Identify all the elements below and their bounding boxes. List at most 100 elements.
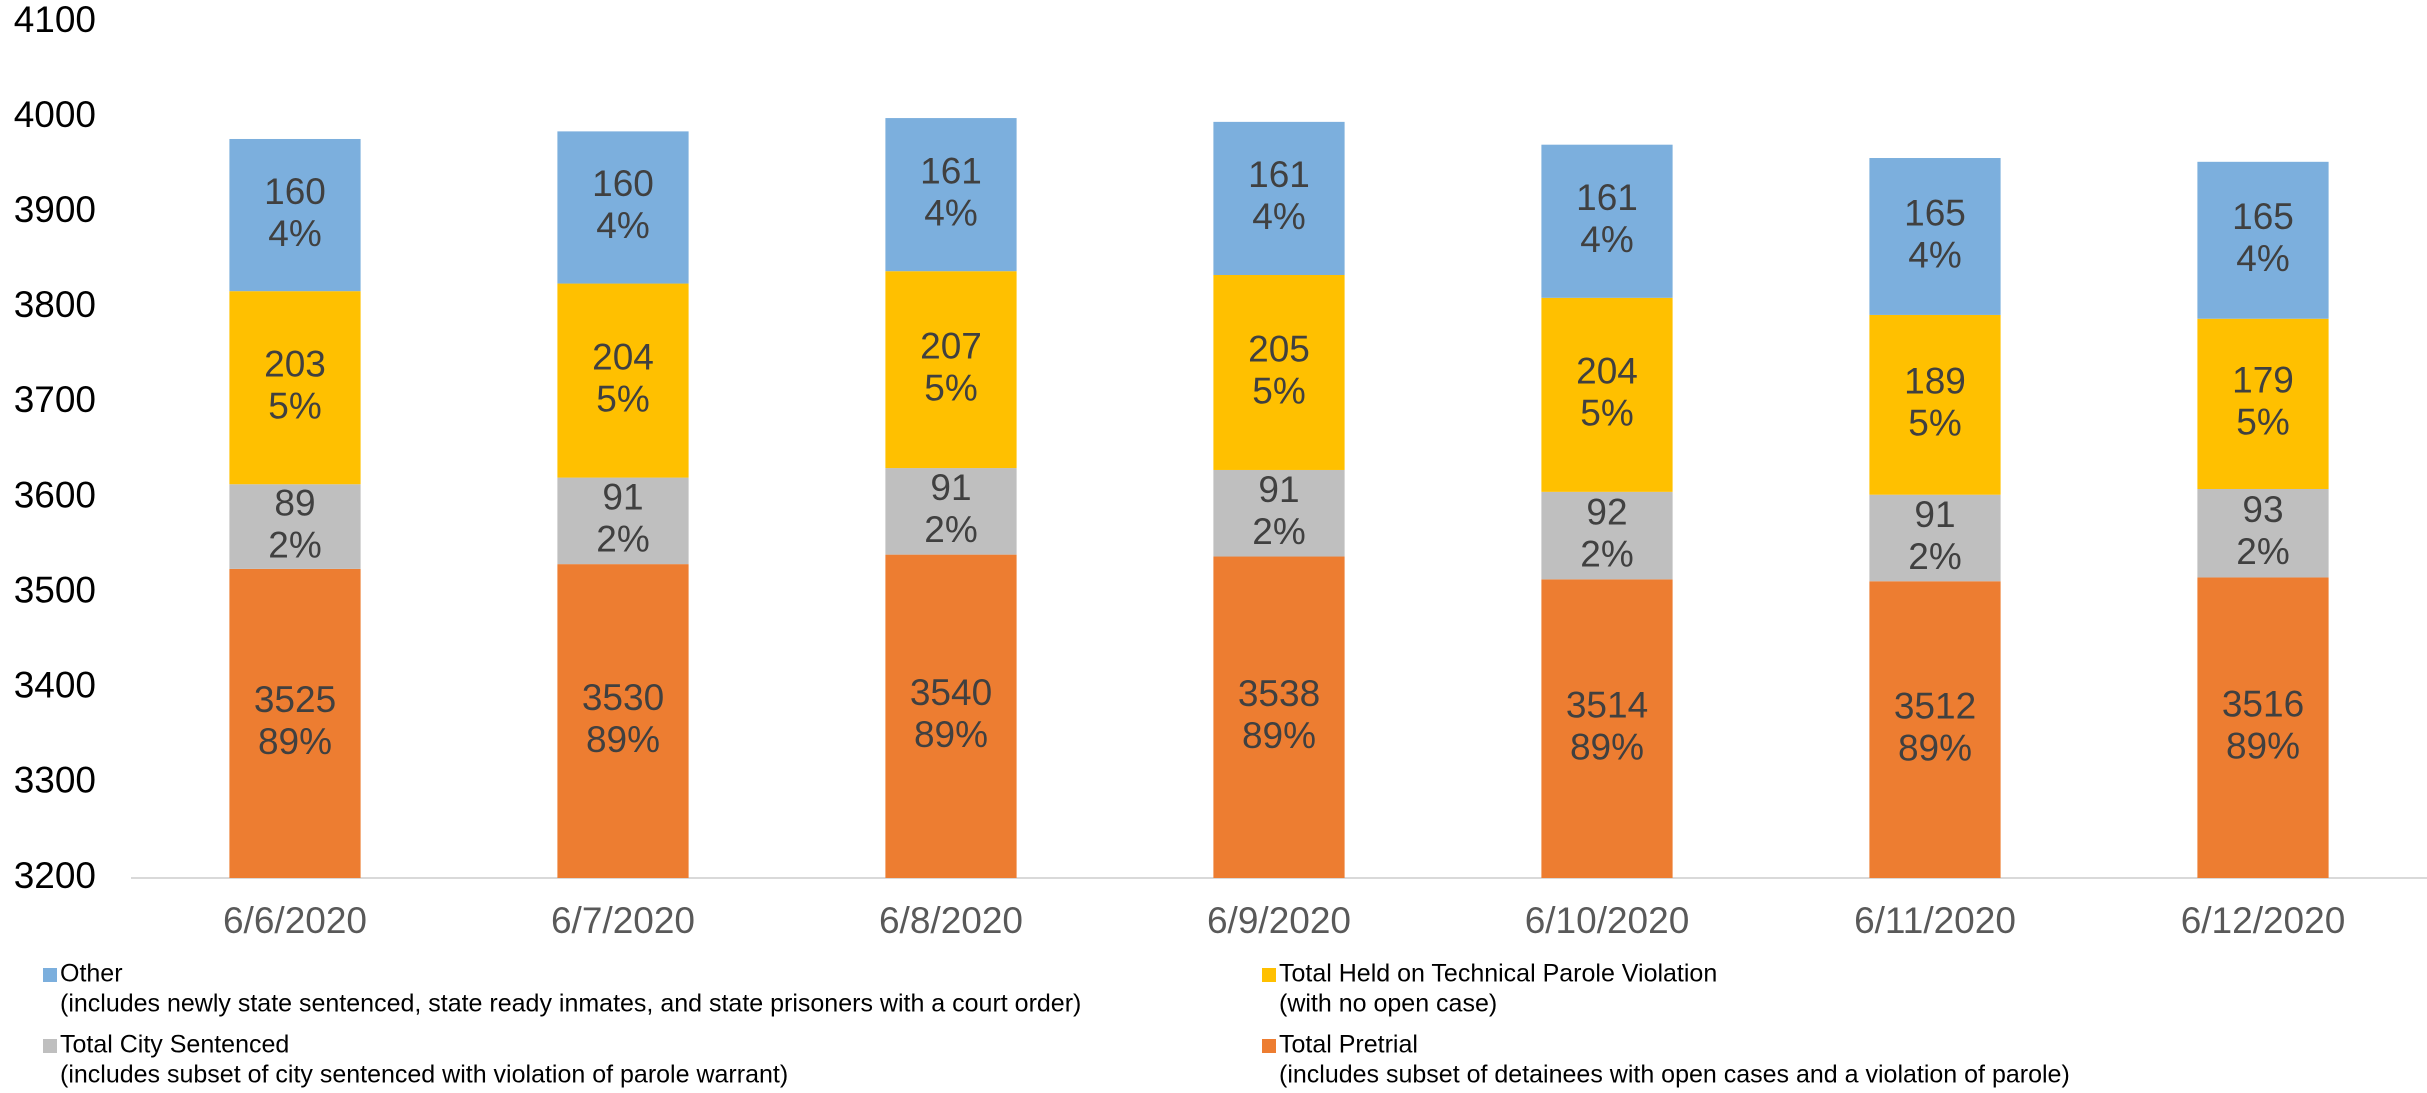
bar-segment [885, 271, 1017, 469]
data-label: 204 [1576, 351, 1638, 392]
data-label: 93 [2242, 489, 2283, 530]
bar-segment [1869, 314, 2001, 495]
data-label: 91 [1258, 469, 1299, 510]
bar-segment [885, 468, 1017, 555]
data-label: 91 [930, 467, 971, 508]
y-tick-label: 3700 [14, 379, 96, 420]
legend-label: Other [60, 960, 123, 988]
bar-segment [1213, 556, 1345, 878]
data-label: 189 [1904, 361, 1966, 402]
share-label: 5% [1252, 370, 1305, 411]
share-label: 2% [2236, 531, 2289, 572]
share-label: 89% [258, 721, 332, 762]
y-tick-label: 3900 [14, 189, 96, 230]
bar-segment [1541, 297, 1673, 492]
legend-swatch [43, 1039, 57, 1053]
share-label: 89% [586, 719, 660, 760]
bar-segment [1541, 144, 1673, 298]
x-tick-label: 6/8/2020 [879, 900, 1023, 941]
bar-segment [1213, 121, 1345, 275]
data-label: 160 [264, 171, 326, 212]
share-label: 4% [1252, 196, 1305, 237]
data-label: 91 [602, 477, 643, 518]
y-tick-label: 3200 [14, 855, 96, 896]
share-label: 5% [924, 367, 977, 408]
legend-description: (includes subset of detainees with open … [1279, 1061, 2070, 1089]
data-label: 207 [920, 325, 982, 366]
x-tick-label: 6/12/2020 [2181, 900, 2346, 941]
data-label: 165 [2232, 196, 2294, 237]
bar-segment [2197, 488, 2329, 578]
share-label: 4% [1580, 219, 1633, 260]
data-label: 92 [1586, 491, 1627, 532]
x-tick-label: 6/10/2020 [1525, 900, 1690, 941]
bar-segment [229, 291, 361, 485]
share-label: 89% [914, 714, 988, 755]
share-label: 4% [268, 213, 321, 254]
share-label: 5% [268, 385, 321, 426]
bar-segment [1869, 158, 2001, 315]
legend-label: Total Pretrial [1279, 1031, 1418, 1059]
data-label: 161 [1248, 154, 1310, 195]
y-tick-label: 3600 [14, 474, 96, 515]
legend-swatch [1262, 968, 1276, 982]
share-label: 2% [924, 509, 977, 550]
share-label: 89% [2226, 726, 2300, 767]
bar-segment [1541, 491, 1673, 580]
bar-segment [2197, 318, 2329, 489]
data-label: 3540 [910, 672, 992, 713]
data-label: 204 [592, 336, 654, 377]
data-label: 3516 [2222, 684, 2304, 725]
share-label: 2% [1252, 511, 1305, 552]
x-tick-label: 6/7/2020 [551, 900, 695, 941]
share-label: 4% [1908, 234, 1961, 275]
bar-segment [2197, 161, 2329, 319]
share-label: 4% [2236, 238, 2289, 279]
data-label: 3538 [1238, 673, 1320, 714]
bar-segment [557, 131, 689, 284]
share-label: 5% [1908, 403, 1961, 444]
share-label: 4% [924, 192, 977, 233]
data-label: 203 [264, 343, 326, 384]
bar-segment [1869, 581, 2001, 878]
legend-description: (includes subset of city sentenced with … [60, 1061, 788, 1089]
data-label: 91 [1914, 494, 1955, 535]
legend-swatch [43, 968, 57, 982]
x-tick-label: 6/6/2020 [223, 900, 367, 941]
legend-description: (includes newly state sentenced, state r… [60, 990, 1081, 1018]
data-label: 165 [1904, 192, 1966, 233]
share-label: 2% [596, 519, 649, 560]
data-label: 161 [920, 150, 982, 191]
x-tick-label: 6/11/2020 [1854, 900, 2016, 941]
data-label: 3512 [1894, 685, 1976, 726]
data-label: 3525 [254, 679, 336, 720]
y-tick-label: 3500 [14, 569, 96, 610]
data-label: 3514 [1566, 684, 1648, 725]
bar-segment [1869, 494, 2001, 582]
data-label: 161 [1576, 177, 1638, 218]
bar-segment [1213, 469, 1345, 557]
legend-swatch [1262, 1039, 1276, 1053]
data-label: 3530 [582, 677, 664, 718]
data-label: 89 [274, 482, 315, 523]
y-tick-label: 3400 [14, 665, 96, 706]
legend-label: Total City Sentenced [60, 1031, 289, 1059]
share-label: 2% [268, 524, 321, 565]
y-tick-label: 3800 [14, 284, 96, 325]
y-tick-label: 4100 [14, 0, 96, 40]
share-label: 2% [1580, 533, 1633, 574]
share-label: 89% [1242, 715, 1316, 756]
data-label: 179 [2232, 360, 2294, 401]
share-label: 5% [1580, 393, 1633, 434]
data-label: 205 [1248, 328, 1310, 369]
bar-segment [1213, 274, 1345, 470]
bar-segment [1541, 579, 1673, 878]
bar-segment [885, 118, 1017, 272]
bar-segment [557, 477, 689, 565]
share-label: 89% [1898, 727, 1972, 768]
bar-segment [229, 568, 361, 878]
bar-segment [885, 554, 1017, 878]
legend-description: (with no open case) [1279, 990, 1497, 1018]
data-label: 160 [592, 163, 654, 204]
